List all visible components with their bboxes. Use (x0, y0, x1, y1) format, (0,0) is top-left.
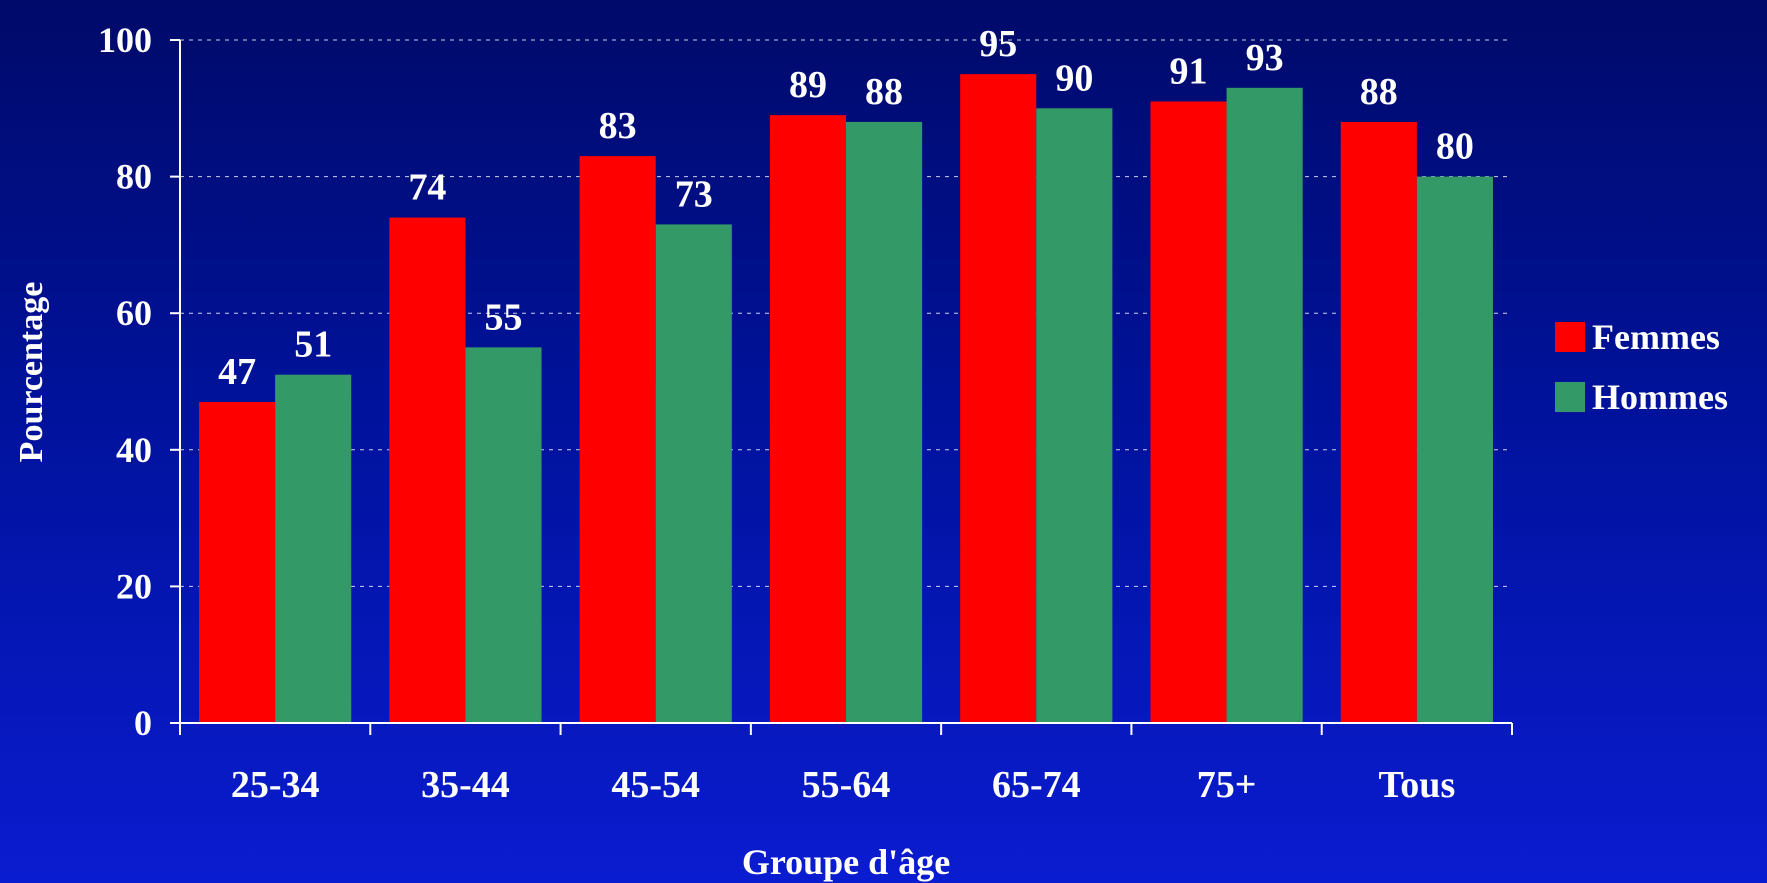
data-label: 88 (865, 71, 903, 113)
data-label: 88 (1360, 71, 1398, 113)
bar-femmes (199, 401, 276, 723)
y-tick-label: 80 (116, 157, 152, 197)
bar-hommes (1036, 108, 1113, 724)
x-tick-label: 25-34 (231, 764, 320, 806)
x-tick-label: 65-74 (992, 764, 1081, 806)
data-label: 51 (294, 324, 332, 366)
data-label: 80 (1436, 126, 1474, 168)
data-label: 83 (599, 105, 637, 147)
bar-femmes (579, 156, 656, 724)
data-label: 89 (789, 64, 827, 106)
y-axis-ticks: 0 20 40 60 80 100 (98, 20, 180, 743)
bar-femmes (769, 115, 846, 723)
data-label: 93 (1246, 37, 1284, 79)
bar-hommes (275, 374, 352, 723)
data-label: 91 (1170, 50, 1208, 92)
bar-hommes (465, 347, 542, 723)
legend: Femmes Hommes (1555, 317, 1728, 417)
y-axis-title: Pourcentage (13, 282, 50, 463)
bar-hommes (846, 121, 923, 723)
legend-swatch (1555, 382, 1585, 412)
data-label: 95 (979, 23, 1017, 65)
x-tick-label: Tous (1378, 764, 1455, 806)
y-tick-label: 20 (116, 566, 152, 606)
bar-hommes (655, 224, 732, 723)
y-tick-label: 0 (134, 703, 152, 743)
bar-femmes (1150, 101, 1227, 724)
data-label: 73 (675, 173, 713, 215)
x-axis-ticks: 25-34 35-44 45-54 55-64 65-74 75+ Tous (179, 723, 1513, 806)
legend-label: Hommes (1592, 377, 1728, 417)
y-tick-label: 100 (98, 20, 152, 60)
bar-hommes (1226, 87, 1303, 723)
x-axis-title: Groupe d'âge (742, 842, 950, 882)
x-tick-label: 55-64 (802, 764, 891, 806)
legend-label: Femmes (1592, 317, 1720, 357)
data-label: 47 (218, 351, 256, 393)
x-tick-label: 75+ (1197, 764, 1257, 806)
legend-swatch (1555, 322, 1585, 352)
x-tick-label: 45-54 (611, 764, 700, 806)
bar-femmes (960, 74, 1037, 723)
bar-femmes (389, 217, 466, 723)
bar-hommes (1416, 176, 1493, 724)
bar-femmes (1340, 121, 1417, 723)
data-label: 74 (408, 167, 446, 209)
data-label: 55 (484, 296, 522, 338)
bars (199, 74, 1493, 724)
data-labels: 47 51 74 55 83 73 89 88 95 90 91 93 88 80 (218, 23, 1474, 393)
x-tick-label: 35-44 (421, 764, 510, 806)
y-tick-label: 60 (116, 293, 152, 333)
y-tick-label: 40 (116, 430, 152, 470)
data-label: 90 (1055, 57, 1093, 99)
